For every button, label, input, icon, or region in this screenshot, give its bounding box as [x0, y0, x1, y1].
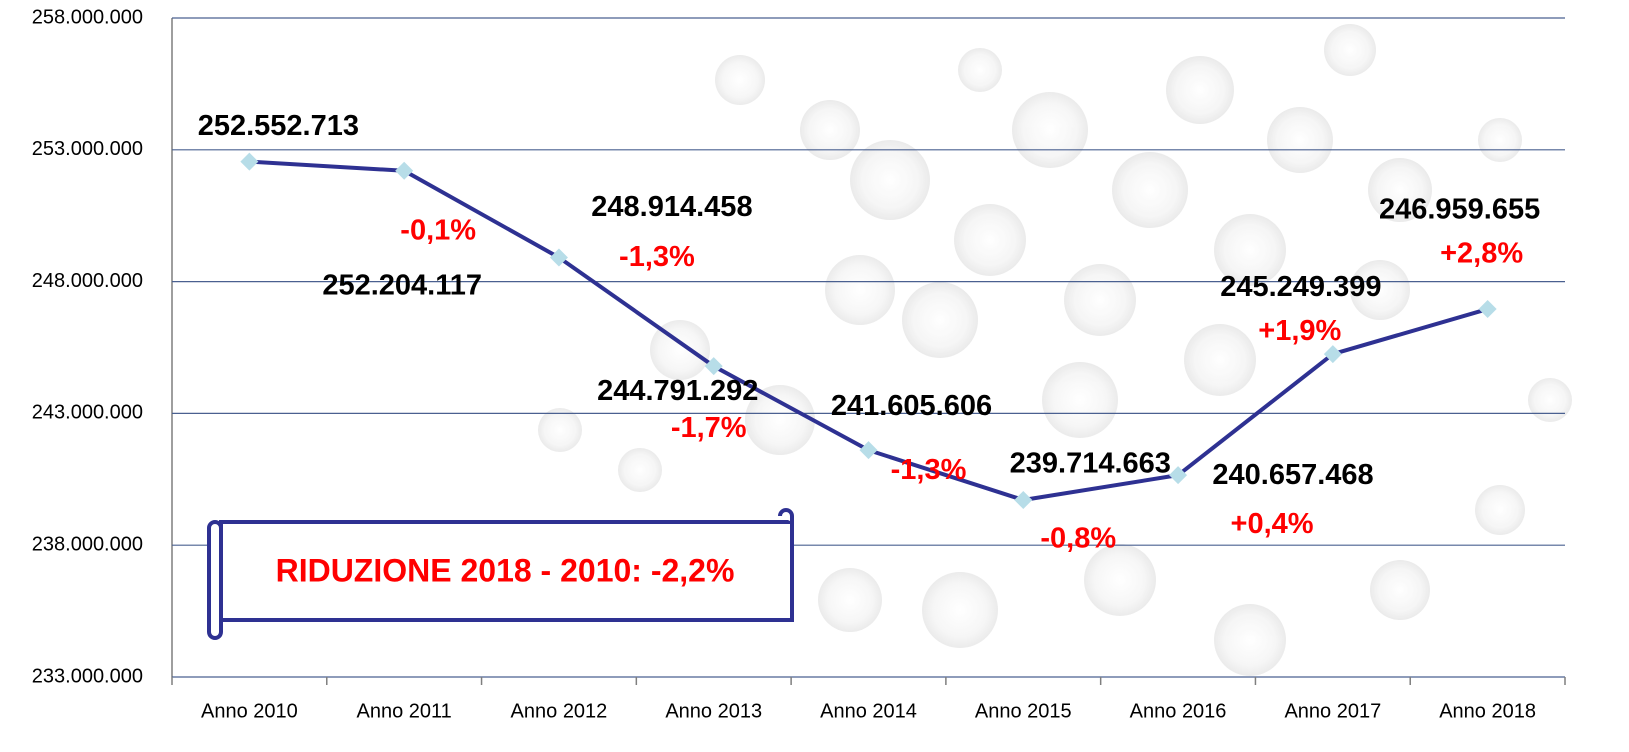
change-label: -0,8% — [1040, 523, 1116, 555]
value-label: 239.714.663 — [1010, 448, 1171, 480]
x-tick-label: Anno 2014 — [820, 700, 917, 722]
change-label: -0,1% — [400, 214, 476, 246]
y-tick-label: 243.000.000 — [32, 402, 143, 424]
marker — [1478, 300, 1497, 319]
y-tick-label: 248.000.000 — [32, 270, 143, 292]
x-tick-label: Anno 2018 — [1439, 700, 1536, 722]
background-decoration — [538, 24, 1572, 676]
marker — [1323, 345, 1342, 364]
y-tick-label: 233.000.000 — [32, 665, 143, 687]
value-label: 244.791.292 — [597, 375, 758, 407]
change-label: -1,3% — [891, 454, 967, 486]
annotation: RIDUZIONE 2018 - 2010: -2,2% — [276, 552, 735, 588]
x-tick-label: Anno 2012 — [511, 700, 608, 722]
value-label: 240.657.468 — [1212, 459, 1373, 491]
value-label: 241.605.606 — [831, 390, 992, 422]
marker — [1014, 491, 1033, 510]
y-tick-label: 238.000.000 — [32, 533, 143, 555]
x-tick-label: Anno 2017 — [1284, 700, 1381, 722]
x-tick-label: Anno 2016 — [1130, 700, 1227, 722]
change-label: +0,4% — [1231, 508, 1314, 540]
y-tick-label: 253.000.000 — [32, 138, 143, 160]
value-label: 252.552.713 — [198, 110, 359, 142]
x-tick-label: Anno 2011 — [357, 700, 452, 722]
annotation-box: RIDUZIONE 2018 - 2010: -2,2% — [207, 508, 794, 640]
y-tick-label: 258.000.000 — [32, 6, 143, 28]
change-label: +1,9% — [1258, 315, 1341, 347]
change-label: -1,3% — [619, 241, 695, 273]
change-label: +2,8% — [1440, 238, 1523, 270]
marker — [859, 441, 878, 460]
x-tick-label: Anno 2015 — [975, 700, 1072, 722]
marker — [549, 248, 568, 267]
value-label: 248.914.458 — [591, 191, 752, 223]
marker — [240, 152, 259, 171]
change-label: -1,7% — [671, 412, 747, 444]
value-label: 252.204.117 — [322, 269, 482, 301]
x-tick-label: Anno 2010 — [201, 700, 298, 722]
x-tick-label: Anno 2013 — [665, 700, 762, 722]
value-label: 245.249.399 — [1220, 271, 1381, 303]
marker — [704, 357, 723, 376]
marker — [1169, 466, 1188, 485]
value-label: 246.959.655 — [1379, 194, 1540, 226]
marker — [395, 161, 414, 180]
